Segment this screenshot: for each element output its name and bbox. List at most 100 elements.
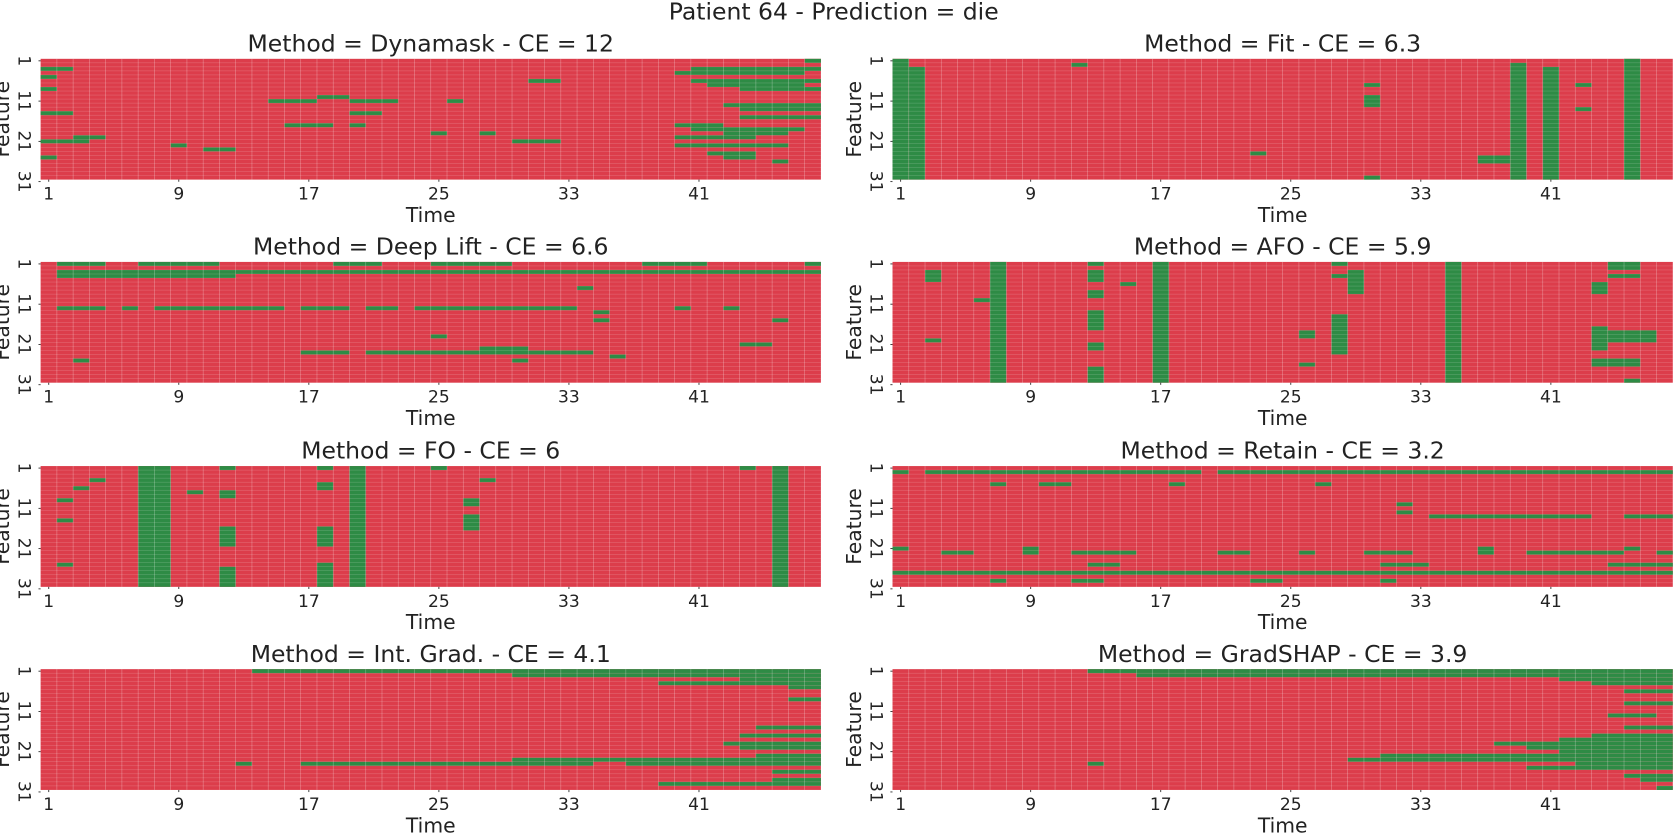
heatmap-cell-block <box>1331 314 1348 355</box>
x-tick-label: 1 <box>895 795 906 815</box>
x-tick-label: 25 <box>1280 185 1302 205</box>
heatmap-cell-block <box>73 135 106 140</box>
heatmap-cell-block <box>739 677 821 682</box>
y-tick-label: 21 <box>14 741 34 763</box>
heatmap-cell-block <box>430 131 448 136</box>
heatmap-cell-block <box>1624 546 1641 551</box>
heatmap-cell-block <box>170 143 187 148</box>
heatmap-cell-block <box>251 669 821 674</box>
y-axis-label: Feature <box>842 284 866 361</box>
heatmap-cell-block <box>1559 737 1673 742</box>
heatmap-cell-block <box>56 498 74 503</box>
heatmap-cell-block <box>1542 66 1560 180</box>
y-axis-label: Feature <box>0 284 14 361</box>
heatmap-cell-block <box>941 550 974 555</box>
x-tick-label: 1 <box>43 185 54 205</box>
heatmap-cell-block <box>138 261 220 266</box>
heatmap-cell-block <box>1136 673 1673 678</box>
heatmap-cell-block <box>40 111 74 116</box>
heatmap-cell-block <box>365 350 594 355</box>
y-tick-label: 21 <box>865 130 885 152</box>
heatmap-cell-block <box>1087 261 1104 266</box>
heatmap-cell-block <box>990 578 1007 583</box>
x-tick-label: 33 <box>1410 592 1432 612</box>
x-tick-label: 1 <box>895 592 906 612</box>
heatmap-cell-block <box>925 269 942 283</box>
heatmap-cell-block <box>349 123 366 128</box>
heatmap-cell-block <box>1087 342 1104 351</box>
x-tick-label: 9 <box>173 592 184 612</box>
x-axis-label: Time <box>1257 610 1308 634</box>
heatmap-cell-block <box>1428 514 1592 519</box>
heatmap-cell-block <box>154 306 285 311</box>
x-tick-label: 1 <box>895 388 906 408</box>
heatmap-cell-block <box>739 466 756 471</box>
heatmap-cell-block <box>40 74 57 79</box>
heatmap-cell-block <box>1591 681 1673 686</box>
heatmap-cell-block <box>1298 550 1316 555</box>
heatmap-cell-block <box>739 745 821 750</box>
heatmap-cell-block <box>1591 282 1608 295</box>
y-tick-label: 21 <box>865 741 885 763</box>
heatmap-cell-block <box>1331 261 1348 266</box>
heatmap-cell-block <box>1575 107 1592 112</box>
y-tick-label: 31 <box>865 578 885 600</box>
x-tick-label: 41 <box>1540 185 1562 205</box>
heatmap-cell-block <box>723 741 821 746</box>
heatmap-cell-block <box>772 318 789 323</box>
heatmap-cell-block <box>1559 749 1673 754</box>
heatmap-cell-block <box>1526 745 1673 750</box>
x-tick-label: 41 <box>688 185 710 205</box>
heatmap-cell-block <box>658 781 821 786</box>
heatmap-cell-block <box>186 490 204 495</box>
heatmap-cell-block <box>925 338 942 343</box>
heatmap-cell-block <box>1624 58 1641 180</box>
x-axis-label: Time <box>405 406 456 430</box>
heatmap-cell-block <box>40 87 57 92</box>
x-tick-label: 17 <box>298 185 320 205</box>
heatmap-cell-block <box>990 261 1007 383</box>
heatmap-cell-block <box>658 681 821 686</box>
heatmap-cell-block <box>1624 701 1673 706</box>
x-tick-label: 1 <box>43 388 54 408</box>
heatmap-cell-block <box>203 147 236 152</box>
heatmap-cell-block <box>1363 82 1381 88</box>
heatmap-cell-block <box>121 306 139 311</box>
heatmap-cell-block <box>414 306 578 311</box>
heatmap-cell-block <box>1624 689 1673 694</box>
x-tick-label: 25 <box>428 795 450 815</box>
heatmap-cell-block <box>56 269 821 274</box>
heatmap-cell-block <box>1071 578 1104 583</box>
heatmap-cell-block <box>512 673 821 678</box>
heatmap-cell-block <box>892 546 909 551</box>
heatmap-cell-block <box>804 58 821 63</box>
figure-title: Patient 64 - Prediction = die <box>669 0 999 25</box>
heatmap-cell-block <box>1331 273 1348 279</box>
x-tick-label: 9 <box>1025 185 1036 205</box>
heatmap-cell-block <box>1640 777 1673 782</box>
panel-title: Method = AFO - CE = 5.9 <box>1134 233 1432 261</box>
heatmap-cell-block <box>1071 62 1088 67</box>
y-tick-label: 1 <box>14 463 34 474</box>
heatmap-cell-block <box>219 466 236 471</box>
heatmap-cell-block <box>1087 310 1104 331</box>
heatmap-background <box>40 261 821 383</box>
heatmap-cell-block <box>56 261 106 266</box>
heatmap-cell-block <box>316 482 334 491</box>
x-tick-label: 25 <box>428 185 450 205</box>
heatmap-cell-block <box>892 570 1673 575</box>
panel-title: Method = Dynamask - CE = 12 <box>248 29 614 57</box>
heatmap-cell-block <box>739 342 773 347</box>
heatmap-cell-block <box>892 470 909 475</box>
x-tick-label: 25 <box>1280 388 1302 408</box>
heatmap-cell-block <box>528 78 561 83</box>
y-tick-label: 31 <box>865 781 885 803</box>
heatmap-cell-block <box>739 87 821 92</box>
heatmap-cell-block <box>1624 514 1673 519</box>
heatmap-cell-block <box>755 725 821 730</box>
